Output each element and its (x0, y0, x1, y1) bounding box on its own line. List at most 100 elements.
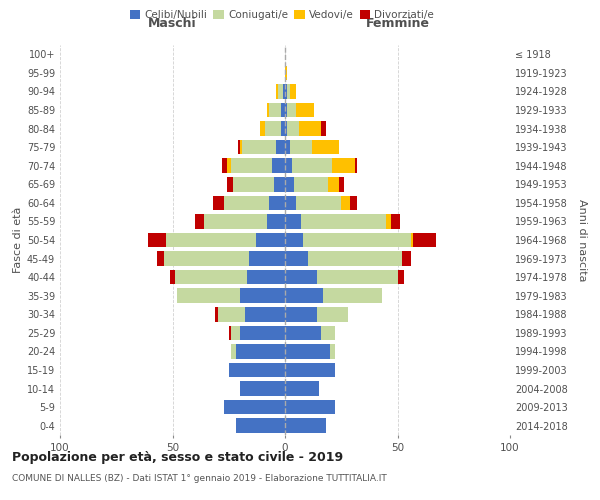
Bar (222, 158, 227, 173)
Bar (227, 177, 233, 192)
Bar (285, 288, 323, 303)
Bar (290, 140, 312, 154)
Bar (285, 252, 308, 266)
Bar (218, 307, 245, 322)
Text: Maschi: Maschi (148, 17, 197, 30)
Bar (249, 252, 285, 266)
Bar (267, 214, 285, 228)
Bar (332, 158, 355, 173)
Bar (240, 382, 285, 396)
Bar (240, 326, 285, 340)
Bar (231, 158, 271, 173)
Bar (355, 158, 357, 173)
Bar (224, 400, 285, 414)
Bar (411, 233, 413, 247)
Bar (285, 122, 287, 136)
Bar (285, 233, 303, 247)
Bar (224, 196, 269, 210)
Bar (240, 288, 285, 303)
Bar (204, 214, 267, 228)
Bar (398, 270, 404, 284)
Bar (328, 177, 339, 192)
Bar (265, 122, 281, 136)
Bar (285, 103, 287, 117)
Bar (213, 196, 224, 210)
Bar (321, 326, 335, 340)
Bar (238, 140, 240, 154)
Bar (235, 344, 285, 358)
Bar (278, 84, 283, 98)
Bar (271, 158, 285, 173)
Bar (285, 400, 335, 414)
Bar (285, 418, 325, 433)
Bar (386, 214, 391, 228)
Bar (287, 122, 299, 136)
Bar (163, 252, 249, 266)
Bar (157, 252, 163, 266)
Bar (312, 140, 339, 154)
Bar (330, 344, 335, 358)
Bar (292, 158, 332, 173)
Bar (290, 84, 296, 98)
Bar (296, 103, 314, 117)
Bar (267, 103, 269, 117)
Bar (245, 307, 285, 322)
Bar (287, 103, 296, 117)
Bar (413, 233, 436, 247)
Bar (308, 252, 402, 266)
Bar (166, 233, 256, 247)
Bar (285, 382, 319, 396)
Y-axis label: Anni di nascita: Anni di nascita (577, 198, 587, 281)
Bar (391, 214, 400, 228)
Bar (285, 326, 321, 340)
Text: COMUNE DI NALLES (BZ) - Dati ISTAT 1° gennaio 2019 - Elaborazione TUTTITALIA.IT: COMUNE DI NALLES (BZ) - Dati ISTAT 1° ge… (12, 474, 387, 483)
Bar (247, 270, 285, 284)
Bar (260, 122, 265, 136)
Bar (285, 214, 301, 228)
Bar (274, 177, 285, 192)
Bar (285, 140, 290, 154)
Bar (170, 270, 175, 284)
Bar (317, 307, 348, 322)
Bar (276, 84, 278, 98)
Bar (285, 158, 292, 173)
Bar (195, 214, 204, 228)
Bar (303, 233, 411, 247)
Bar (177, 288, 240, 303)
Bar (175, 270, 247, 284)
Bar (281, 122, 285, 136)
Bar (285, 344, 330, 358)
Bar (301, 214, 386, 228)
Bar (283, 84, 285, 98)
Bar (402, 252, 411, 266)
Bar (285, 66, 287, 80)
Bar (148, 233, 166, 247)
Bar (269, 196, 285, 210)
Bar (215, 307, 218, 322)
Bar (339, 177, 343, 192)
Bar (281, 103, 285, 117)
Bar (229, 326, 231, 340)
Bar (321, 122, 325, 136)
Bar (235, 418, 285, 433)
Bar (233, 177, 274, 192)
Bar (287, 84, 290, 98)
Bar (299, 122, 321, 136)
Y-axis label: Fasce di età: Fasce di età (13, 207, 23, 273)
Text: Femmine: Femmine (365, 17, 430, 30)
Bar (323, 288, 382, 303)
Bar (227, 158, 231, 173)
Bar (285, 307, 317, 322)
Bar (296, 196, 341, 210)
Legend: Celibi/Nubili, Coniugati/e, Vedovi/e, Divorziati/e: Celibi/Nubili, Coniugati/e, Vedovi/e, Di… (128, 8, 436, 22)
Bar (231, 326, 240, 340)
Bar (285, 363, 335, 377)
Bar (240, 140, 242, 154)
Bar (276, 140, 285, 154)
Bar (341, 196, 350, 210)
Bar (350, 196, 357, 210)
Bar (285, 270, 317, 284)
Text: Popolazione per età, sesso e stato civile - 2019: Popolazione per età, sesso e stato civil… (12, 451, 343, 464)
Bar (285, 177, 294, 192)
Bar (242, 140, 276, 154)
